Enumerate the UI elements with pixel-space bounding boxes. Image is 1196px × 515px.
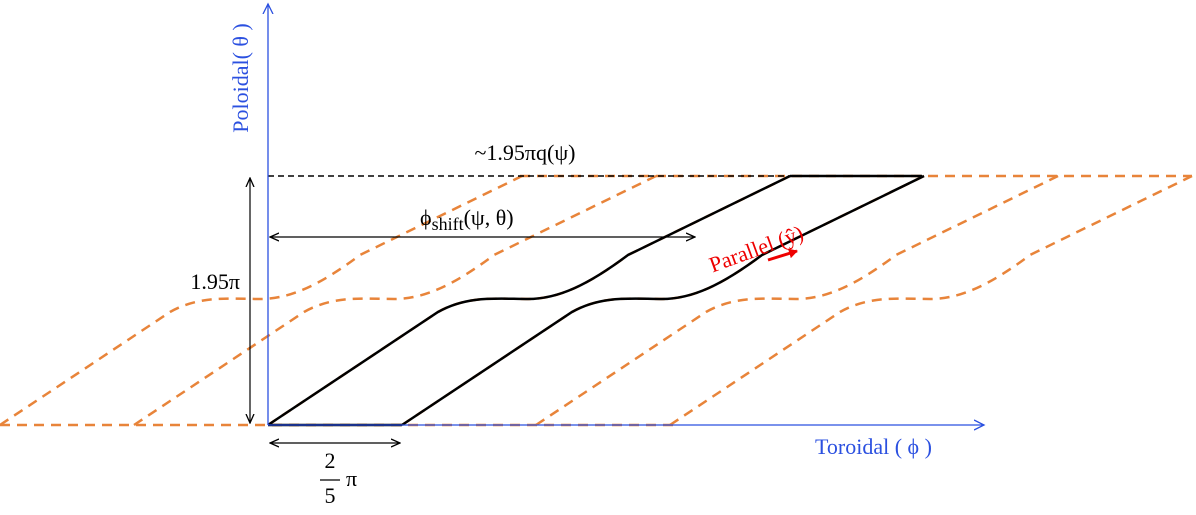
shift-subscript: shift xyxy=(432,214,464,234)
y-axis-label: Poloidal( θ ) xyxy=(228,23,253,133)
domain xyxy=(266,174,926,427)
shift-symbol: ϕ xyxy=(420,205,432,230)
height-label: 1.95π xyxy=(190,269,240,294)
shift-label: ϕshift(ψ, θ) xyxy=(420,205,514,234)
x-axis-label: Toroidal ( ϕ ) xyxy=(815,434,932,459)
base-symbol: π xyxy=(346,466,357,491)
parallel-arrow xyxy=(767,248,798,262)
shift-args: (ψ, θ) xyxy=(464,205,514,230)
base-numerator: 2 xyxy=(325,448,336,473)
top-width-label: ~1.95πq(ψ) xyxy=(475,140,576,165)
field-lines xyxy=(0,174,1194,427)
parallel-label: Parallel (ŷ) xyxy=(706,220,807,277)
base-denominator: 5 xyxy=(325,483,336,508)
